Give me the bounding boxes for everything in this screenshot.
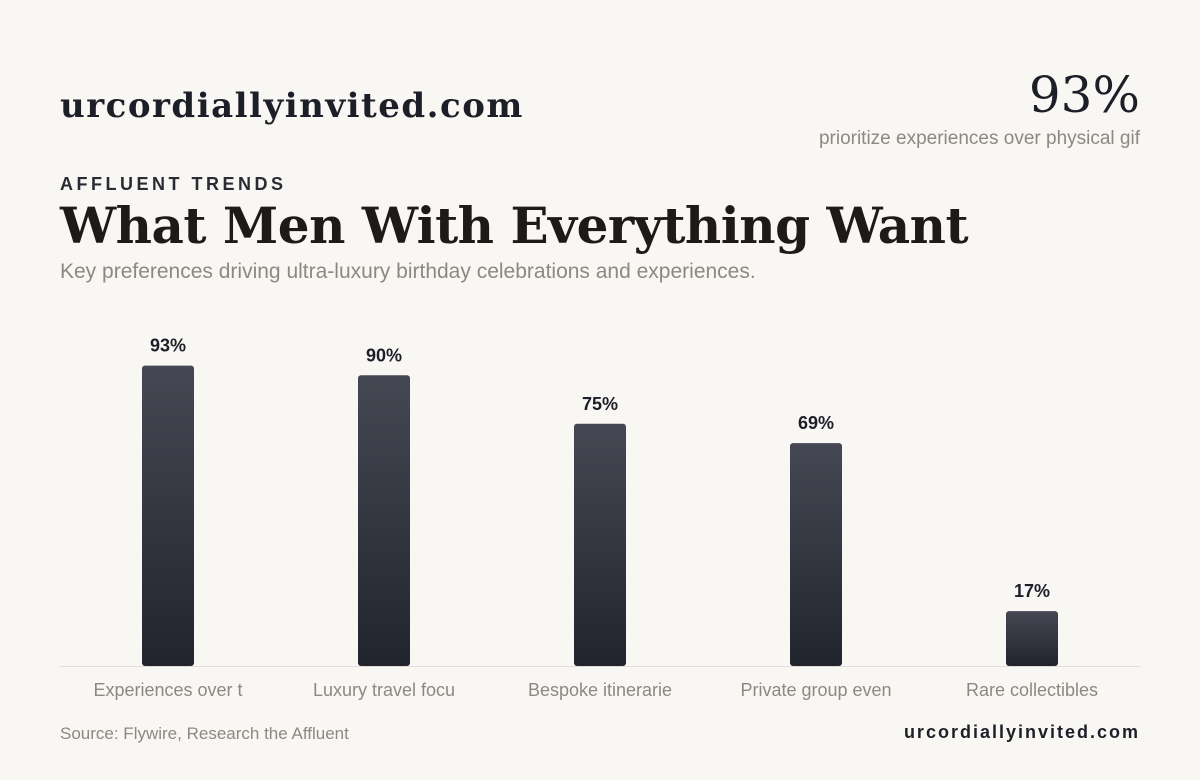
category-label: Experiences over t <box>93 680 242 700</box>
bar-value-label: 69% <box>798 413 834 433</box>
footer-brand: urcordiallyinvited.com <box>903 722 1140 742</box>
stat-caption: prioritize experiences over physical gif <box>818 128 1140 149</box>
bar-5 <box>1006 611 1058 666</box>
eyebrow-label: AFFLUENT TRENDS <box>60 174 287 194</box>
category-label: Private group even <box>740 680 891 700</box>
bar-value-label: 17% <box>1014 581 1050 601</box>
brand-logo: urcordiallyinvited.com <box>60 86 524 126</box>
bar-2 <box>358 375 410 666</box>
bar-3 <box>574 423 626 666</box>
page-subtitle: Key preferences driving ultra-luxury bir… <box>60 260 756 283</box>
category-label: Luxury travel focu <box>313 680 455 700</box>
headline-stat: 93% prioritize experiences over physical… <box>819 70 1140 150</box>
bar-1 <box>142 365 194 666</box>
bar-4 <box>790 443 842 666</box>
category-label: Bespoke itinerarie <box>528 680 672 700</box>
bar-value-label: 93% <box>150 336 186 356</box>
source-note: Source: Flywire, Research the Affluent <box>60 724 349 743</box>
bar-value-label: 90% <box>366 345 402 365</box>
page-title: What Men With Everything Want <box>60 196 969 255</box>
bar-value-label: 75% <box>582 394 618 414</box>
stat-value: 93% <box>1028 66 1140 124</box>
category-label: Rare collectibles <box>966 680 1098 700</box>
